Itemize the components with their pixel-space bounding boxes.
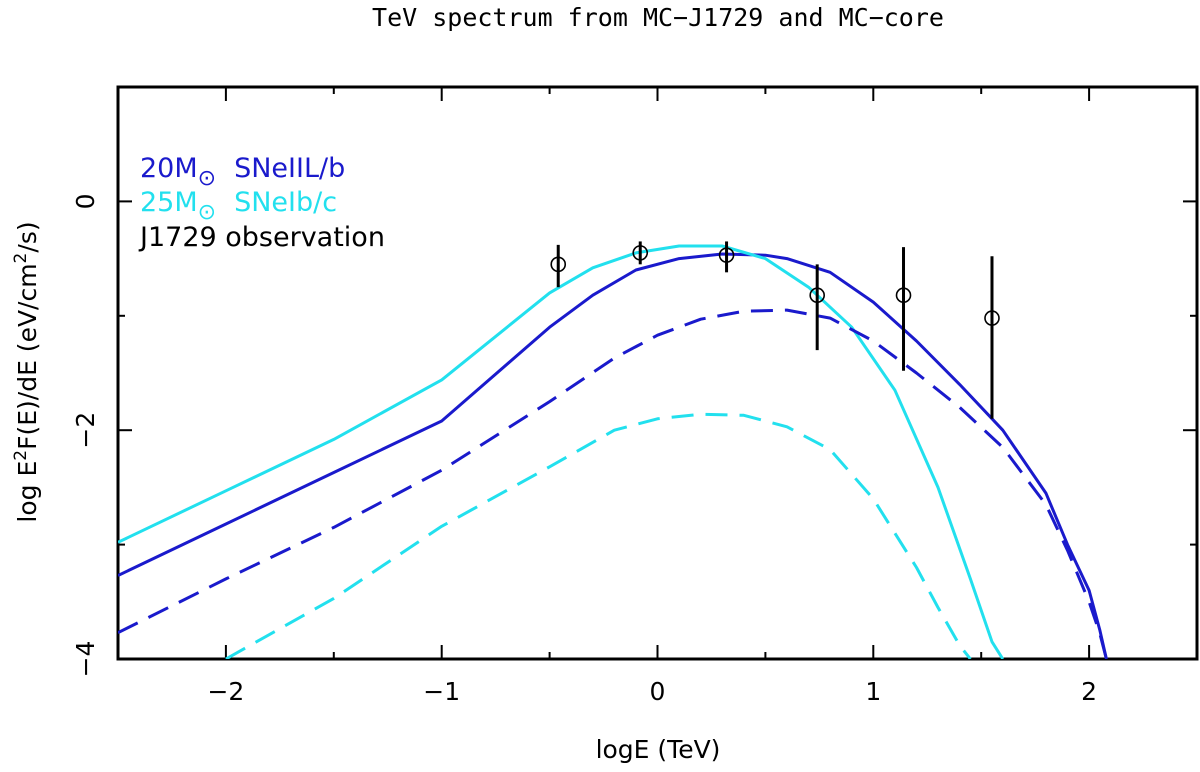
x-axis-label: logE (TeV) xyxy=(596,735,721,764)
observation-points xyxy=(550,241,1000,419)
x-tick-label: −1 xyxy=(423,677,460,706)
x-tick-label: 1 xyxy=(865,677,881,706)
x-tick-labels: −2 −1 0 1 2 xyxy=(207,677,1097,706)
observation-point-0 xyxy=(550,256,567,273)
x-tick-label: 2 xyxy=(1081,677,1097,706)
legend-item-observation: J1729 observation xyxy=(138,222,385,253)
observation-point-2 xyxy=(718,247,735,263)
legend-item-25m: 25M⊙ SNeIb/c xyxy=(140,187,337,225)
x-tick-label: 0 xyxy=(650,677,666,706)
y-tick-label: −2 xyxy=(71,412,100,449)
observation-point-3 xyxy=(809,287,825,304)
legend-item-20m: 20M⊙ SNeIIL/b xyxy=(140,153,345,191)
axis-ticks xyxy=(117,86,1198,660)
x-tick-label: −2 xyxy=(207,677,244,706)
series-curves xyxy=(118,244,1108,659)
observation-point-5 xyxy=(984,310,1000,326)
series-line-2 xyxy=(118,308,1108,659)
y-tick-label: −4 xyxy=(71,641,100,678)
series-line-0 xyxy=(118,252,1108,659)
series-line-1 xyxy=(118,244,1005,659)
observation-point-1 xyxy=(632,245,649,261)
y-tick-label: 0 xyxy=(71,193,100,209)
y-tick-labels: −4 −2 0 xyxy=(71,193,100,677)
observation-point-4 xyxy=(895,287,912,304)
series-line-3 xyxy=(225,412,972,659)
chart-title: TeV spectrum from MC−J1729 and MC−core xyxy=(372,3,944,32)
legend: 20M⊙ SNeIIL/b 25M⊙ SNeIb/c J1729 observati… xyxy=(138,153,385,253)
y-axis-label: log E2F(E)/dE (eV/cm2/s) xyxy=(11,221,42,522)
